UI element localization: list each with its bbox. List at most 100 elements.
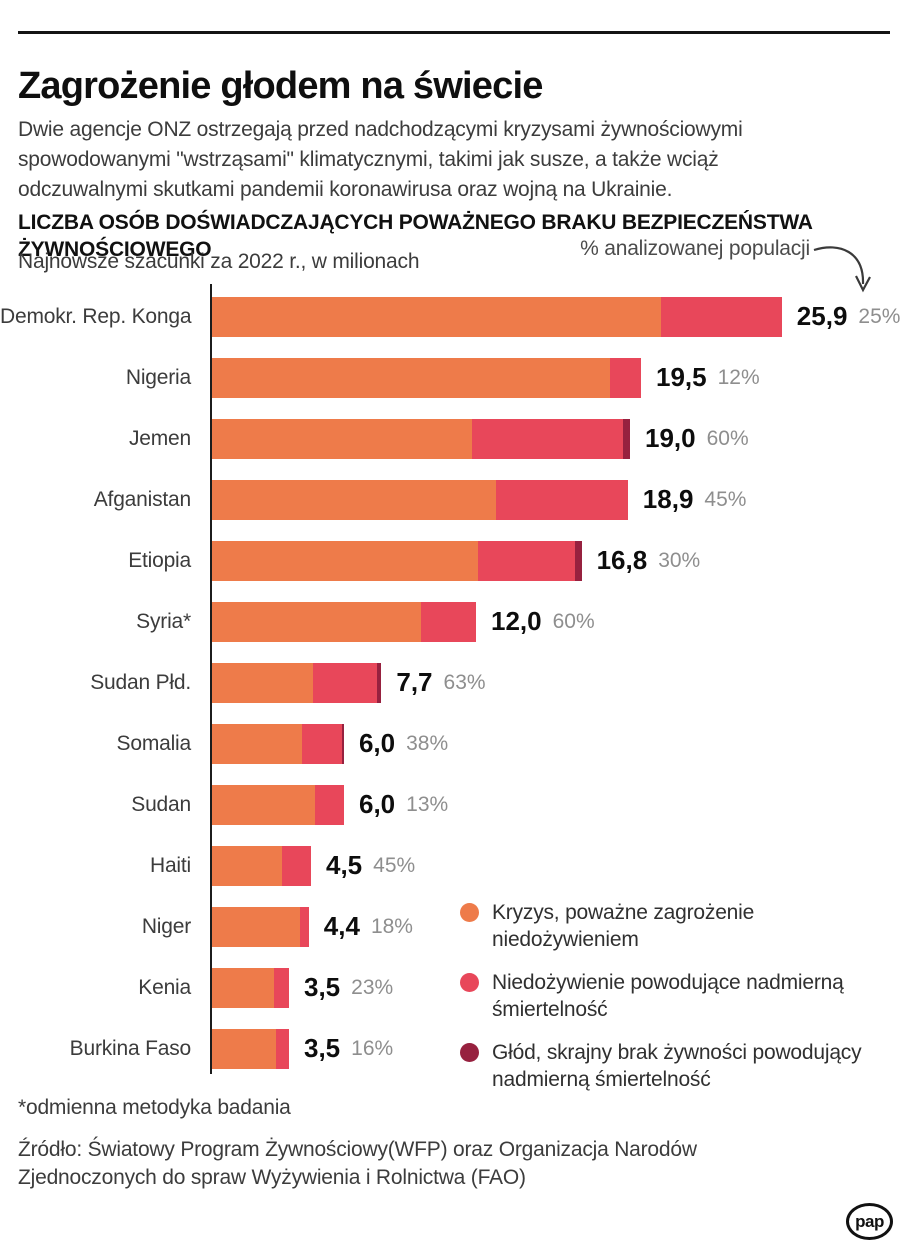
country-label: Jemen bbox=[128, 426, 191, 450]
bar-track bbox=[212, 601, 476, 642]
bar-segment-series-3 bbox=[341, 723, 344, 764]
country-label: Burkina Faso bbox=[69, 1036, 192, 1060]
country-label: Etiopia bbox=[128, 548, 191, 572]
bar-track bbox=[212, 1028, 289, 1069]
country-label: Sudan bbox=[131, 792, 191, 816]
country-label: Somalia bbox=[116, 731, 192, 755]
bar-segment-series-2 bbox=[421, 601, 476, 642]
value-label: 18,9 bbox=[642, 484, 694, 514]
top-rule bbox=[18, 31, 890, 34]
pct-label: 45% bbox=[704, 487, 747, 511]
bar-segment-series-1 bbox=[212, 601, 421, 642]
bar-segment-series-2 bbox=[300, 906, 309, 947]
country-label: Kenia bbox=[138, 975, 191, 999]
bar-segment-series-1 bbox=[212, 418, 472, 459]
value-label: 19,5 bbox=[655, 362, 707, 392]
chart-legend: Kryzys, poważne zagrożenie niedożywienie… bbox=[460, 899, 898, 1109]
bar-segment-series-1 bbox=[212, 723, 303, 764]
chart-row-10: Haiti 4,5 45% bbox=[0, 835, 908, 896]
bar-track bbox=[212, 296, 782, 337]
bar-segment-series-2 bbox=[282, 845, 311, 886]
bar-segment-series-3 bbox=[623, 418, 630, 459]
bar-segment-series-1 bbox=[212, 540, 479, 581]
chart-row-2: Nigeria 19,5 12% bbox=[0, 347, 908, 408]
country-label: Demokr. Rep. Konga bbox=[0, 304, 192, 328]
value-label: 7,7 bbox=[396, 667, 433, 697]
bar-track bbox=[212, 479, 628, 520]
bar-track bbox=[212, 357, 641, 398]
country-label: Afganistan bbox=[93, 487, 191, 511]
chart-row-4: Afganistan 18,9 45% bbox=[0, 469, 908, 530]
pct-label: 12% bbox=[717, 365, 760, 389]
pct-label: 23% bbox=[351, 975, 394, 999]
bar-track bbox=[212, 662, 382, 703]
bar-segment-series-2 bbox=[610, 357, 641, 398]
value-label: 16,8 bbox=[596, 545, 648, 575]
bar-segment-series-1 bbox=[212, 296, 661, 337]
bar-segment-series-1 bbox=[212, 845, 283, 886]
pct-label: 13% bbox=[406, 792, 449, 816]
chart-row-11: Niger 4,4 18% bbox=[0, 896, 908, 957]
bar-track bbox=[212, 845, 311, 886]
chart-row-8: Somalia 6,0 38% bbox=[0, 713, 908, 774]
value-label: 25,9 bbox=[796, 301, 848, 331]
bar-segment-series-2 bbox=[302, 723, 342, 764]
pct-label: 45% bbox=[373, 853, 416, 877]
chart-row-7: Sudan Płd. 7,7 63% bbox=[0, 652, 908, 713]
bar-chart: Demokr. Rep. Konga 25,9 25% Nigeria 19,5 12% J… bbox=[0, 286, 908, 1079]
bar-track bbox=[212, 418, 630, 459]
pct-label: 60% bbox=[552, 609, 595, 633]
chart-row-1: Demokr. Rep. Konga 25,9 25% bbox=[0, 286, 908, 347]
bar-segment-series-1 bbox=[212, 1028, 276, 1069]
page-title: Zagrożenie głodem na świecie bbox=[18, 65, 543, 108]
chart-axis-line bbox=[210, 284, 212, 1074]
bar-segment-series-2 bbox=[275, 1028, 289, 1069]
bar-segment-series-2 bbox=[471, 418, 624, 459]
chart-row-5: Etiopia 16,8 30% bbox=[0, 530, 908, 591]
legend-dot-icon bbox=[460, 973, 479, 992]
chart-row-3: Jemen 19,0 60% bbox=[0, 408, 908, 469]
bar-segment-series-1 bbox=[212, 784, 316, 825]
value-label: 4,4 bbox=[323, 911, 360, 941]
bar-segment-series-3 bbox=[376, 662, 382, 703]
chart-row-13: Burkina Faso 3,5 16% bbox=[0, 1018, 908, 1079]
legend-label: Niedożywienie powodujące nadmierną śmier… bbox=[492, 971, 844, 1021]
bar-track bbox=[212, 906, 309, 947]
bar-segment-series-2 bbox=[478, 540, 575, 581]
bar-segment-series-1 bbox=[212, 479, 496, 520]
bar-track bbox=[212, 540, 582, 581]
country-label: Syria* bbox=[136, 609, 191, 633]
bar-segment-series-1 bbox=[212, 357, 611, 398]
pct-label: 63% bbox=[443, 670, 486, 694]
pct-label: 60% bbox=[706, 426, 749, 450]
bar-track bbox=[212, 723, 344, 764]
footnote: *odmienna metodyka badania bbox=[18, 1096, 291, 1119]
value-label: 6,0 bbox=[358, 728, 396, 758]
country-label: Nigeria bbox=[125, 365, 191, 389]
chart-subtitle: Najnowsze szacunki za 2022 r., w miliona… bbox=[18, 250, 420, 273]
bar-segment-series-3 bbox=[574, 540, 582, 581]
pap-logo-text: pap bbox=[855, 1211, 884, 1231]
country-label: Niger bbox=[141, 914, 191, 938]
legend-item-2: Niedożywienie powodujące nadmierną śmier… bbox=[460, 969, 898, 1023]
legend-dot-icon bbox=[460, 903, 479, 922]
source-attribution: Źródło: Światowy Program Żywnościowy(WFP… bbox=[18, 1138, 697, 1189]
value-label: 6,0 bbox=[358, 789, 396, 819]
pct-population-annotation: % analizowanej populacji bbox=[580, 237, 810, 260]
value-label: 19,0 bbox=[644, 423, 696, 453]
country-label: Haiti bbox=[149, 853, 191, 877]
pct-label: 38% bbox=[406, 731, 449, 755]
chart-row-12: Kenia 3,5 23% bbox=[0, 957, 908, 1018]
pct-label: 18% bbox=[370, 914, 413, 938]
bar-segment-series-2 bbox=[315, 784, 344, 825]
bar-segment-series-1 bbox=[212, 967, 274, 1008]
bar-segment-series-1 bbox=[212, 662, 314, 703]
bar-track bbox=[212, 784, 344, 825]
value-label: 4,5 bbox=[325, 850, 363, 880]
value-label: 12,0 bbox=[491, 606, 542, 636]
bar-segment-series-2 bbox=[495, 479, 628, 520]
bar-segment-series-2 bbox=[273, 967, 289, 1008]
chart-heading: LICZBA OSÓB DOŚWIADCZAJĄCYCH POWAŻNEGO B… bbox=[18, 211, 812, 262]
chart-row-6: Syria* 12,0 60% bbox=[0, 591, 908, 652]
